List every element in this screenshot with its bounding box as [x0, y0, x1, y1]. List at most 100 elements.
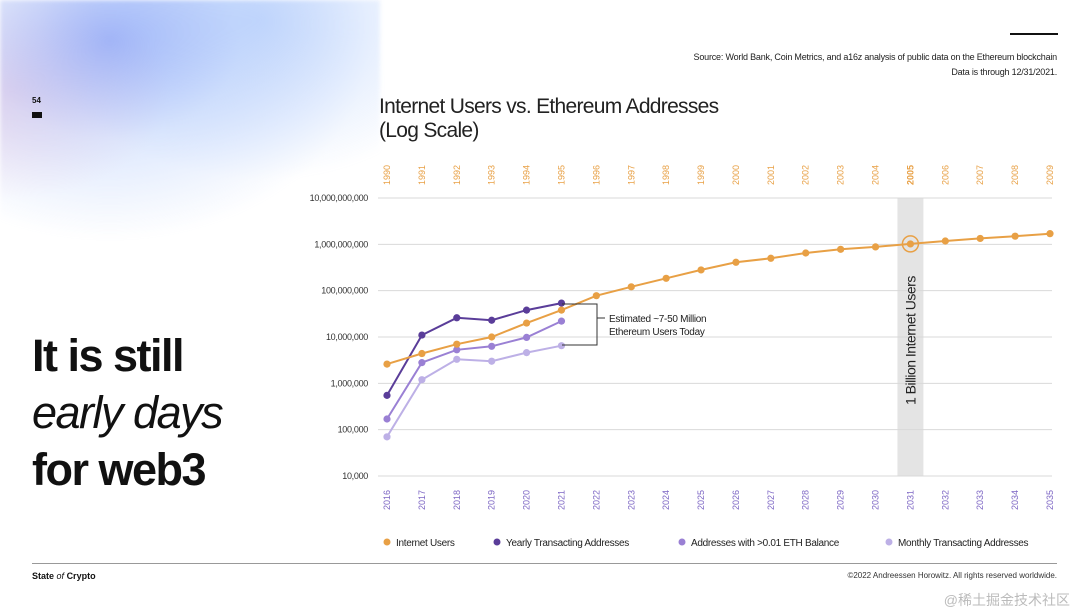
x-top-tick-label: 1997: [626, 165, 636, 185]
source-line-1: Source: World Bank, Coin Metrics, and a1…: [693, 52, 1058, 62]
series-line: [386, 302, 562, 396]
legend-label: Internet Users: [396, 538, 455, 549]
footer-brand: State of Crypto: [32, 571, 96, 581]
legend-label: Addresses with >0.01 ETH Balance: [691, 538, 840, 549]
x-top-tick-label: 1995: [556, 165, 566, 185]
bracket: [562, 303, 598, 346]
series-line: [386, 320, 562, 420]
data-point: [383, 433, 391, 441]
x-top-tick-label: 2003: [836, 165, 846, 185]
x-bottom-tick-label: 2033: [975, 490, 985, 510]
x-top-tick-label: 1992: [452, 165, 462, 185]
top-rule: [1010, 33, 1058, 35]
y-tick-label: 10,000,000: [326, 332, 368, 342]
data-point: [557, 306, 566, 314]
footer-brand-state: State: [32, 571, 55, 581]
x-top-tick-label: 2009: [1045, 165, 1055, 185]
headline-line-2: early days: [32, 387, 224, 438]
chart-title-sub: (Log Scale): [379, 119, 479, 142]
x-bottom-tick-label: 2035: [1045, 490, 1055, 510]
chart-title: Internet Users vs. Ethereum Addresses (L…: [379, 95, 719, 143]
x-top-tick-label: 1993: [487, 165, 497, 185]
x-bottom-tick-label: 2028: [801, 490, 811, 510]
x-top-tick-label: 2001: [766, 165, 776, 185]
legend-label: Monthly Transacting Addresses: [898, 538, 1029, 549]
source-line-2: Data is through 12/31/2021.: [951, 67, 1057, 77]
y-tick-label: 100,000: [338, 425, 369, 435]
data-point: [871, 243, 880, 251]
x-top-tick-label: 2006: [940, 165, 950, 185]
data-point: [592, 292, 600, 300]
footer-rule: [32, 563, 1057, 564]
data-point: [557, 317, 566, 325]
data-point: [453, 314, 461, 322]
x-bottom-tick-label: 2016: [382, 490, 392, 510]
data-point: [383, 415, 391, 423]
data-point: [1011, 232, 1019, 240]
data-point: [418, 359, 426, 367]
data-point: [976, 234, 984, 243]
x-bottom-tick-label: 2024: [661, 490, 671, 510]
data-point: [488, 342, 496, 350]
x-bottom-tick-label: 2025: [696, 490, 706, 510]
x-top-tick-label: 1999: [696, 165, 706, 185]
data-point: [488, 357, 496, 365]
y-tick-label: 1,000,000: [331, 378, 369, 388]
y-tick-label: 1,000,000,000: [314, 239, 368, 249]
x-top-tick-label: 1994: [522, 165, 532, 185]
y-tick-label: 100,000,000: [321, 286, 368, 296]
x-top-tick-label: 1996: [591, 165, 601, 185]
y-tick-label: 10,000: [342, 471, 368, 481]
data-point: [1046, 230, 1054, 238]
bracket-text: Ethereum Users Today: [609, 327, 705, 338]
data-point: [627, 283, 635, 291]
milestone-ring: [901, 235, 920, 253]
x-top-tick-label: 2004: [871, 165, 881, 185]
headline-line-3: for web3: [32, 444, 207, 495]
x-top-tick-label: 2000: [731, 165, 741, 185]
data-point: [383, 360, 391, 368]
data-point: [488, 316, 496, 324]
x-top-tick-label: 2007: [975, 165, 985, 185]
data-point: [941, 237, 949, 245]
page-marker: [32, 112, 42, 118]
x-top-tick-label: 2005: [905, 165, 915, 185]
x-bottom-tick-label: 2017: [417, 490, 427, 510]
chart-title-main: Internet Users vs. Ethereum Addresses: [379, 95, 719, 118]
data-point: [522, 333, 531, 342]
slide-headline: It is still early days for web3: [32, 327, 224, 498]
watermark-text: @稀土掘金技术社区: [943, 592, 1070, 608]
data-point: [906, 240, 915, 248]
legend-swatch: [493, 538, 501, 546]
data-point: [418, 349, 426, 358]
bracket-text: Estimated ~7-50 Million: [609, 314, 706, 325]
legend-swatch: [885, 538, 893, 546]
data-point: [453, 340, 461, 348]
legend-swatch: [678, 538, 686, 546]
x-bottom-tick-label: 2026: [731, 490, 741, 510]
data-point: [557, 342, 566, 350]
footer-brand-crypto: Crypto: [66, 571, 96, 581]
x-top-tick-label: 1991: [417, 165, 427, 185]
x-top-tick-label: 1998: [661, 165, 671, 185]
x-bottom-tick-label: 2023: [626, 490, 636, 510]
source-note: Source: World Bank, Coin Metrics, and a1…: [693, 50, 1058, 80]
data-point: [837, 245, 845, 253]
page-number: 54: [32, 96, 41, 105]
background-gradient: [0, 0, 380, 330]
x-bottom-tick-label: 2031: [905, 490, 915, 510]
data-point: [418, 331, 426, 339]
data-point: [767, 254, 775, 262]
data-point: [488, 333, 496, 341]
series-line: [386, 232, 1051, 366]
x-bottom-tick-label: 2021: [556, 490, 566, 510]
x-top-tick-label: 1990: [382, 165, 392, 185]
data-point: [453, 346, 461, 354]
x-bottom-tick-label: 2018: [452, 490, 462, 510]
data-point: [732, 258, 740, 266]
legend-swatch: [383, 538, 391, 546]
data-point: [662, 274, 670, 282]
x-bottom-tick-label: 2020: [522, 490, 532, 510]
x-bottom-tick-label: 2034: [1010, 490, 1020, 510]
